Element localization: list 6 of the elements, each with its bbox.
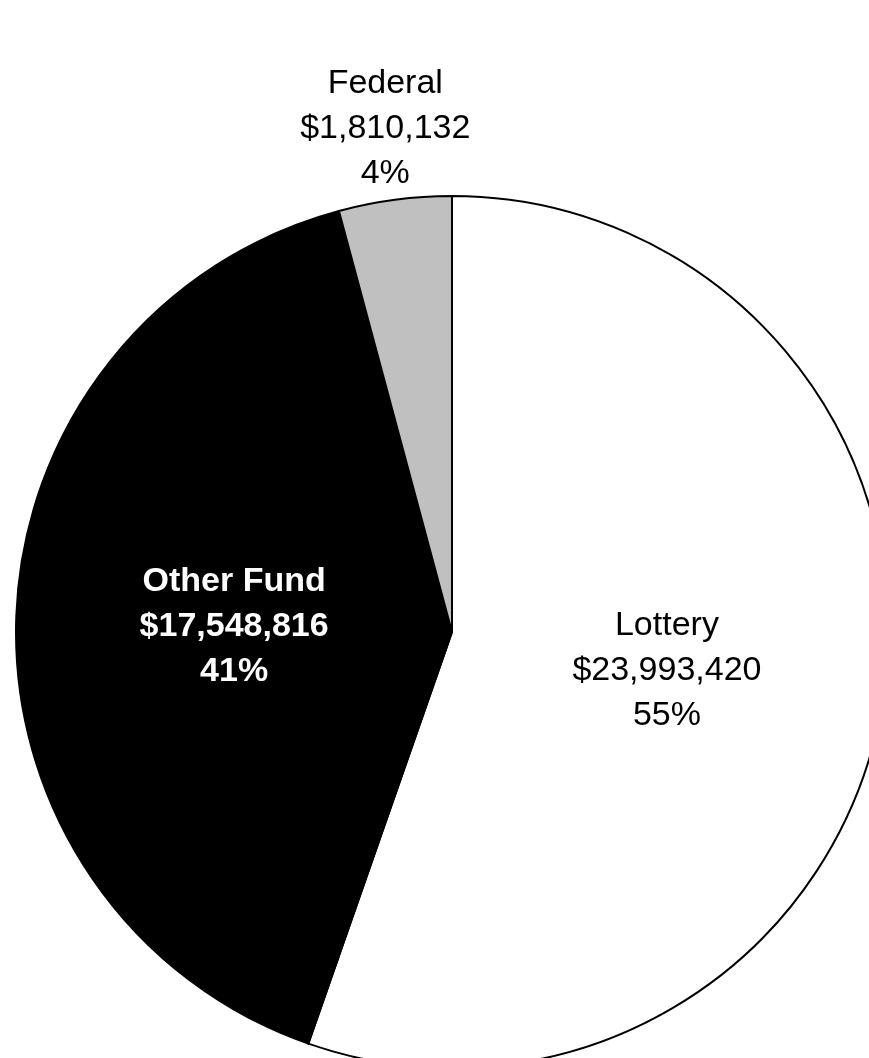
data-label: $17,548,816 41% [139,604,329,688]
slice-label: Federal [327,62,443,101]
slice-label: Lottery [614,604,719,643]
data-label: $23,993,420 55% [572,649,762,733]
data-label: $1,810,132 4% [300,107,471,191]
slice-label: Other Fund [142,559,326,598]
